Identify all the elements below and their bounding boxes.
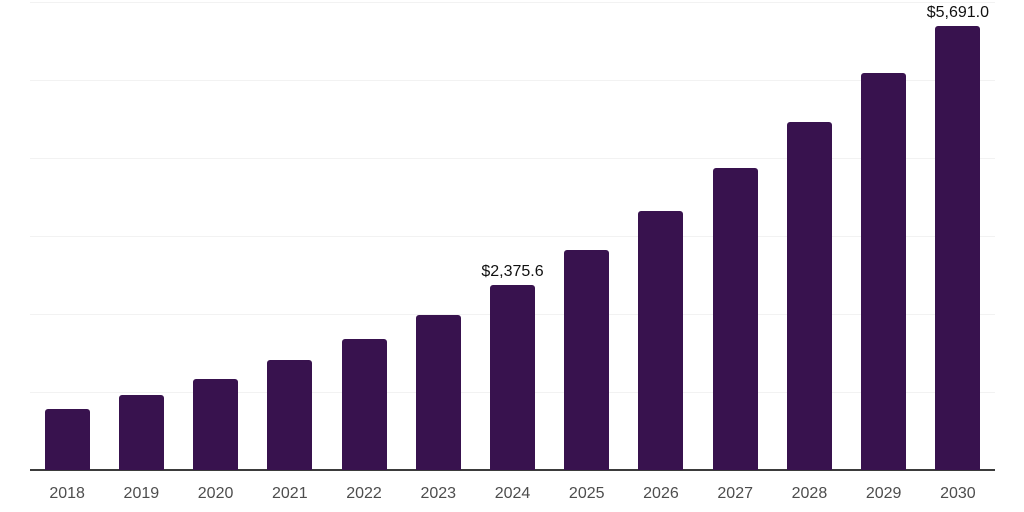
bar-2027 [712,167,758,470]
x-axis-label-2028: 2028 [791,485,828,502]
x-axis-label-2026: 2026 [643,485,679,502]
x-axis-label-2021: 2021 [272,485,308,502]
gridline [30,2,995,3]
gridline [30,80,995,81]
bar-2018 [44,409,90,470]
bar-2023 [415,314,461,470]
x-axis-label-2027: 2027 [717,485,753,502]
x-axis-label-2020: 2020 [197,485,234,502]
bar-2024 [490,284,535,470]
x-axis-label-2030: 2030 [940,485,976,502]
x-axis-label-2019: 2019 [123,485,160,502]
bar-2028 [786,121,832,470]
bar-2025 [564,250,610,470]
bar-2026 [638,210,684,470]
x-axis-label-2024: 2024 [494,485,531,502]
x-axis-label-2022: 2022 [346,485,382,502]
bar-2021 [267,360,313,470]
x-axis-label-2023: 2023 [420,485,457,502]
x-axis-label-2025: 2025 [568,485,605,502]
bar-2020 [193,379,239,470]
bar-2030 [935,26,981,470]
bar-2022 [341,339,387,470]
x-axis-label-2018: 2018 [49,485,85,502]
bar-value-label-2030: $5,691.0 [926,4,990,22]
gridline [30,236,995,237]
x-axis-label-2029: 2029 [865,485,902,502]
gridline [30,158,995,159]
x-axis-line [30,469,995,471]
bar-value-label-2024: $2,375.6 [481,262,544,280]
bar-2029 [861,73,907,470]
bar-2019 [118,395,164,470]
